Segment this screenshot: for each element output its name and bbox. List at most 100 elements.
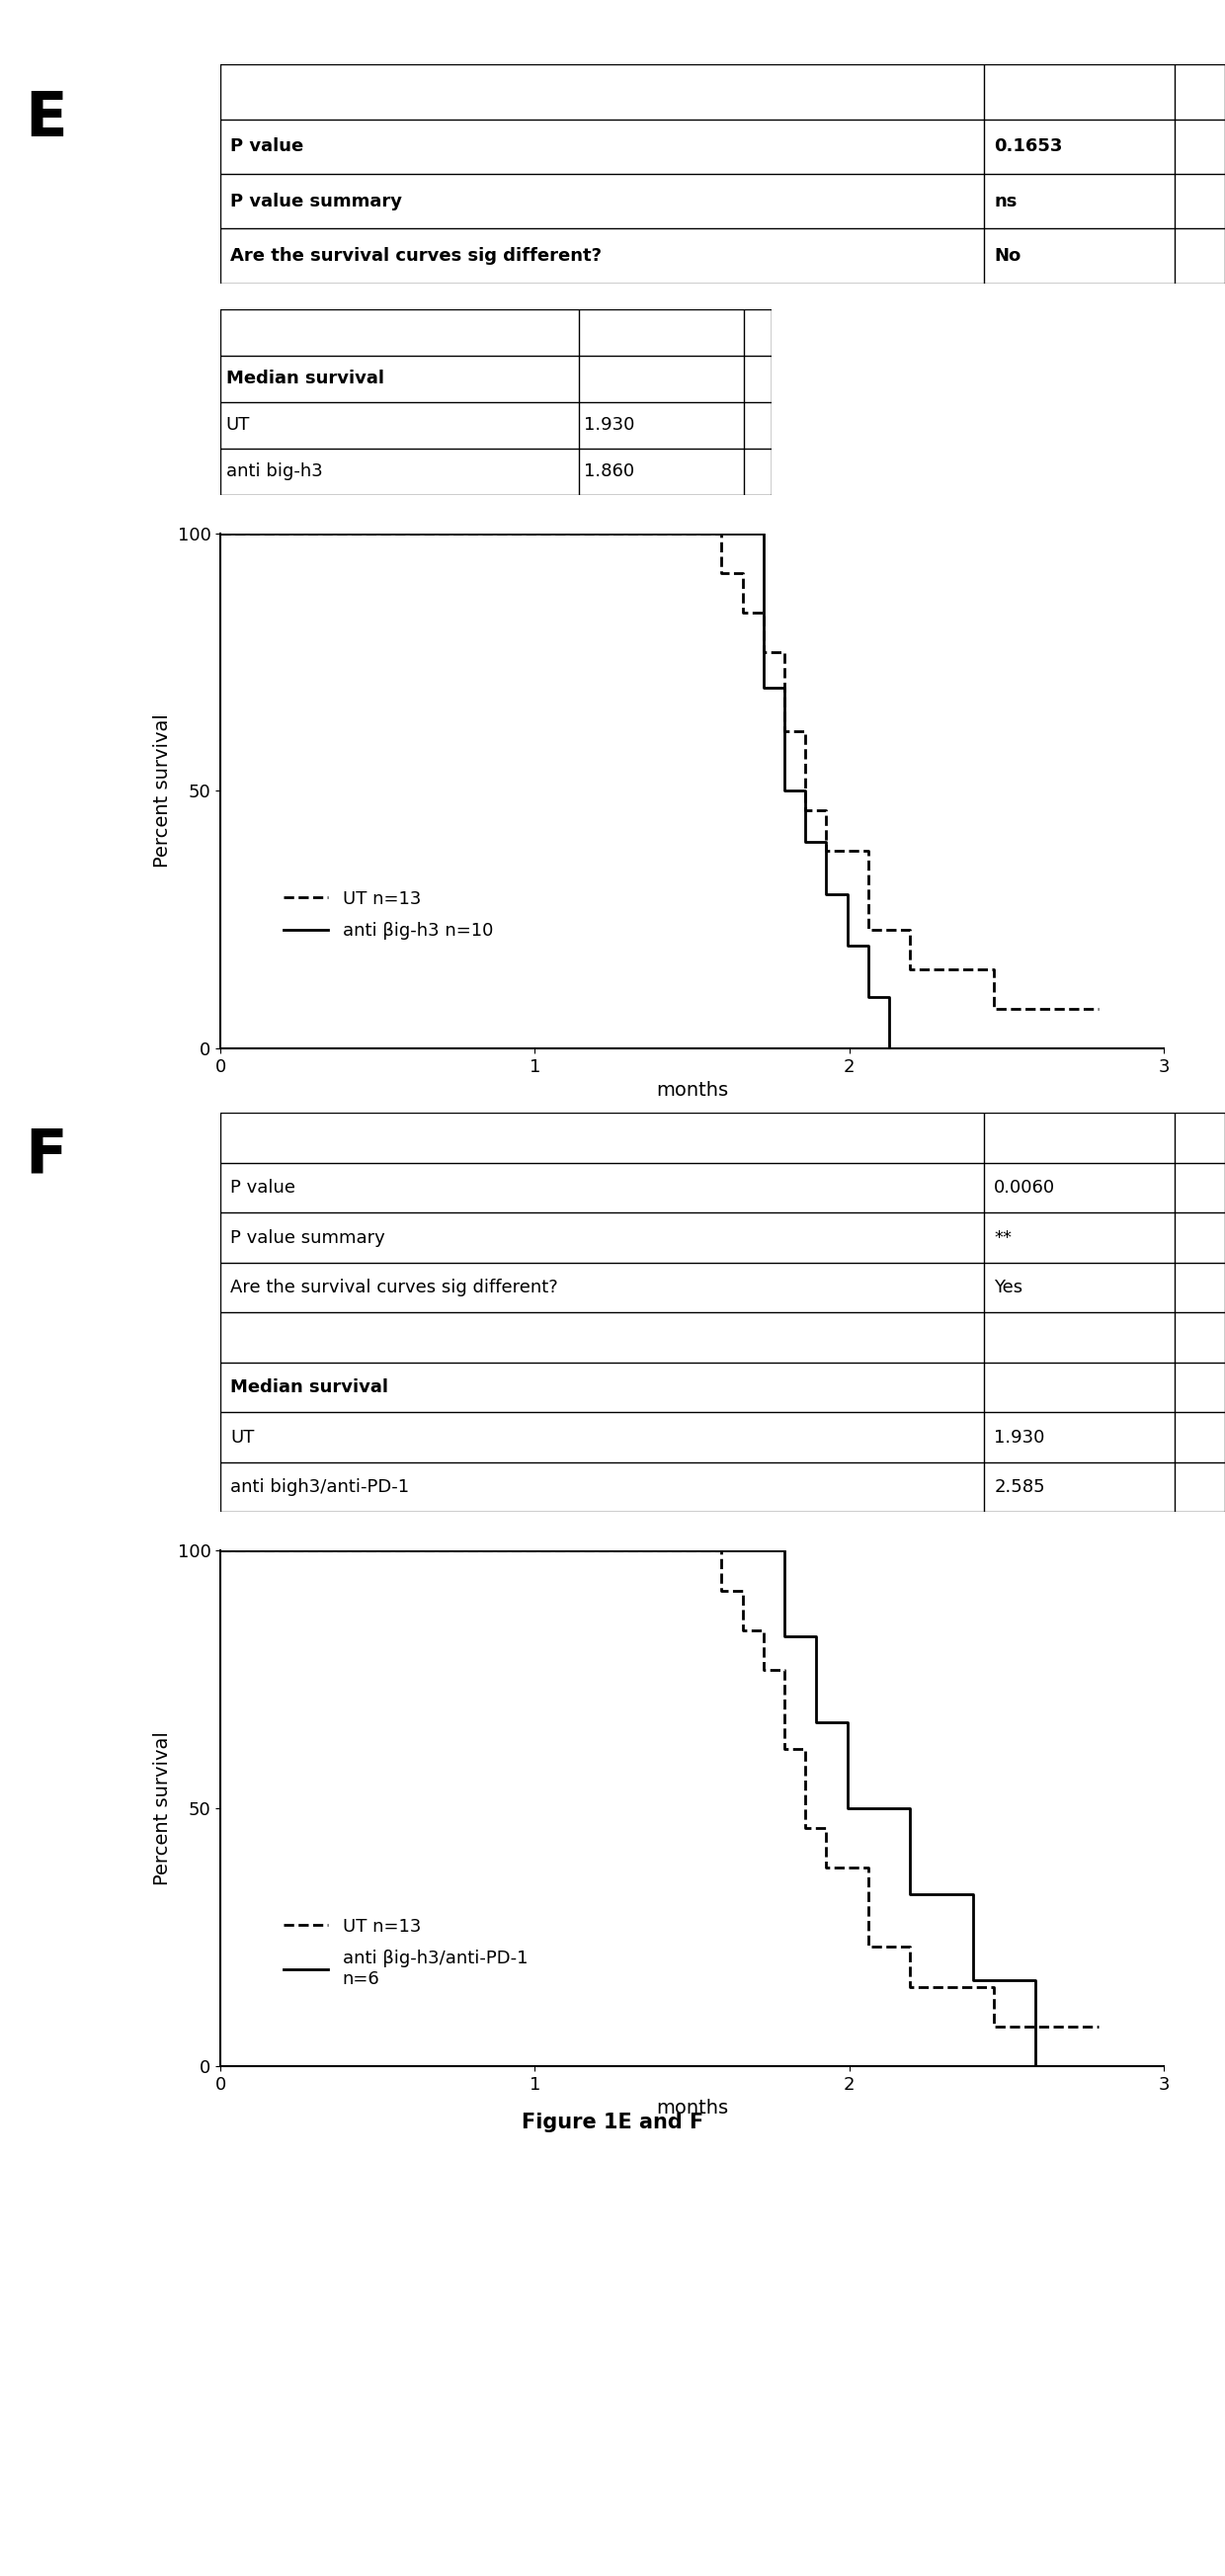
anti βig-h3 n=10 — [924, 1033, 938, 1064]
Text: anti big-h3: anti big-h3 — [225, 464, 322, 479]
UT n=13 — [714, 556, 729, 587]
anti βig-h3/anti-PD-1
n=6 — [213, 1535, 228, 1566]
UT n=13 — [1091, 2012, 1106, 2043]
Y-axis label: Percent survival: Percent survival — [153, 714, 172, 868]
UT n=13 — [714, 1574, 729, 1605]
Text: P value: P value — [230, 137, 304, 155]
UT n=13 — [903, 953, 918, 984]
anti βig-h3/anti-PD-1
n=6 — [1029, 1965, 1044, 1996]
anti βig-h3/anti-PD-1
n=6 — [777, 1535, 791, 1566]
anti βig-h3 n=10 — [924, 1033, 938, 1064]
anti βig-h3 n=10 — [903, 1033, 918, 1064]
Text: Median survival: Median survival — [225, 371, 385, 386]
UT n=13 — [735, 556, 750, 587]
UT n=13 — [797, 1734, 812, 1765]
UT n=13 — [756, 598, 771, 629]
UT n=13 — [213, 518, 228, 549]
anti βig-h3 n=10 — [756, 672, 771, 703]
Text: UT: UT — [230, 1427, 255, 1445]
anti βig-h3 n=10 — [882, 1033, 897, 1064]
anti βig-h3 n=10 — [797, 827, 812, 858]
UT n=13 — [861, 1852, 876, 1883]
Text: P value: P value — [230, 1180, 295, 1198]
anti βig-h3/anti-PD-1
n=6 — [777, 1620, 791, 1651]
UT n=13 — [818, 1814, 833, 1844]
Text: Yes: Yes — [993, 1278, 1023, 1296]
anti βig-h3/anti-PD-1
n=6 — [965, 1878, 980, 1909]
X-axis label: months: months — [657, 2099, 728, 2117]
anti βig-h3 n=10 — [213, 518, 228, 549]
anti βig-h3 n=10 — [861, 981, 876, 1012]
UT n=13 — [777, 716, 791, 747]
UT n=13 — [213, 1535, 228, 1566]
Text: No: No — [993, 247, 1020, 265]
Text: 0.0060: 0.0060 — [993, 1180, 1056, 1198]
UT n=13 — [735, 1615, 750, 1646]
UT n=13 — [735, 1574, 750, 1605]
UT n=13 — [986, 1971, 1001, 2002]
Text: anti bigh3/anti-PD-1: anti bigh3/anti-PD-1 — [230, 1479, 409, 1497]
Line: UT n=13: UT n=13 — [220, 533, 1099, 1010]
anti βig-h3 n=10 — [903, 1033, 918, 1064]
X-axis label: months: months — [657, 1082, 728, 1100]
anti βig-h3 n=10 — [840, 930, 855, 961]
UT n=13 — [861, 835, 876, 866]
anti βig-h3 n=10 — [882, 981, 897, 1012]
UT n=13 — [756, 636, 771, 667]
Text: UT: UT — [225, 417, 250, 433]
anti βig-h3/anti-PD-1
n=6 — [1091, 2050, 1106, 2081]
Text: E: E — [24, 90, 66, 149]
anti βig-h3/anti-PD-1
n=6 — [809, 1620, 823, 1651]
UT n=13 — [903, 1932, 918, 1963]
Text: F: F — [24, 1126, 66, 1185]
Legend: UT n=13, anti βig-h3/anti-PD-1
n=6: UT n=13, anti βig-h3/anti-PD-1 n=6 — [277, 1911, 535, 1996]
anti βig-h3/anti-PD-1
n=6 — [903, 1878, 918, 1909]
UT n=13 — [986, 953, 1001, 984]
Line: anti βig-h3 n=10: anti βig-h3 n=10 — [220, 533, 1099, 1048]
UT n=13 — [986, 2012, 1001, 2043]
Text: 1.930: 1.930 — [584, 417, 635, 433]
UT n=13 — [903, 1971, 918, 2002]
UT n=13 — [735, 598, 750, 629]
anti βig-h3 n=10 — [840, 878, 855, 909]
Text: Median survival: Median survival — [230, 1378, 388, 1396]
Text: 2.585: 2.585 — [993, 1479, 1045, 1497]
Text: P value summary: P value summary — [230, 193, 403, 211]
anti βig-h3 n=10 — [965, 1033, 980, 1064]
anti βig-h3/anti-PD-1
n=6 — [840, 1708, 855, 1739]
anti βig-h3 n=10 — [756, 518, 771, 549]
UT n=13 — [756, 1654, 771, 1685]
UT n=13 — [1091, 994, 1106, 1025]
Text: Figure 1E and F: Figure 1E and F — [522, 2112, 703, 2133]
UT n=13 — [818, 796, 833, 827]
Line: anti βig-h3/anti-PD-1
n=6: anti βig-h3/anti-PD-1 n=6 — [220, 1551, 1099, 2066]
Text: 1.860: 1.860 — [584, 464, 635, 479]
anti βig-h3/anti-PD-1
n=6 — [840, 1793, 855, 1824]
Text: Are the survival curves sig different?: Are the survival curves sig different? — [230, 1278, 559, 1296]
UT n=13 — [797, 1814, 812, 1844]
Text: 0.1653: 0.1653 — [993, 137, 1062, 155]
UT n=13 — [1091, 2012, 1106, 2043]
UT n=13 — [714, 1535, 729, 1566]
anti βig-h3 n=10 — [797, 775, 812, 806]
anti βig-h3 n=10 — [1091, 1033, 1106, 1064]
UT n=13 — [1091, 994, 1106, 1025]
UT n=13 — [861, 1932, 876, 1963]
UT n=13 — [714, 518, 729, 549]
Text: P value summary: P value summary — [230, 1229, 386, 1247]
UT n=13 — [818, 1852, 833, 1883]
Text: **: ** — [993, 1229, 1012, 1247]
Text: ns: ns — [993, 193, 1017, 211]
Text: 1.930: 1.930 — [993, 1427, 1045, 1445]
UT n=13 — [797, 716, 812, 747]
UT n=13 — [986, 994, 1001, 1025]
UT n=13 — [818, 835, 833, 866]
anti βig-h3 n=10 — [965, 1033, 980, 1064]
anti βig-h3 n=10 — [818, 827, 833, 858]
Text: Are the survival curves sig different?: Are the survival curves sig different? — [230, 247, 601, 265]
UT n=13 — [777, 1734, 791, 1765]
Y-axis label: Percent survival: Percent survival — [153, 1731, 172, 1886]
anti βig-h3 n=10 — [777, 672, 791, 703]
anti βig-h3 n=10 — [818, 878, 833, 909]
UT n=13 — [777, 1654, 791, 1685]
